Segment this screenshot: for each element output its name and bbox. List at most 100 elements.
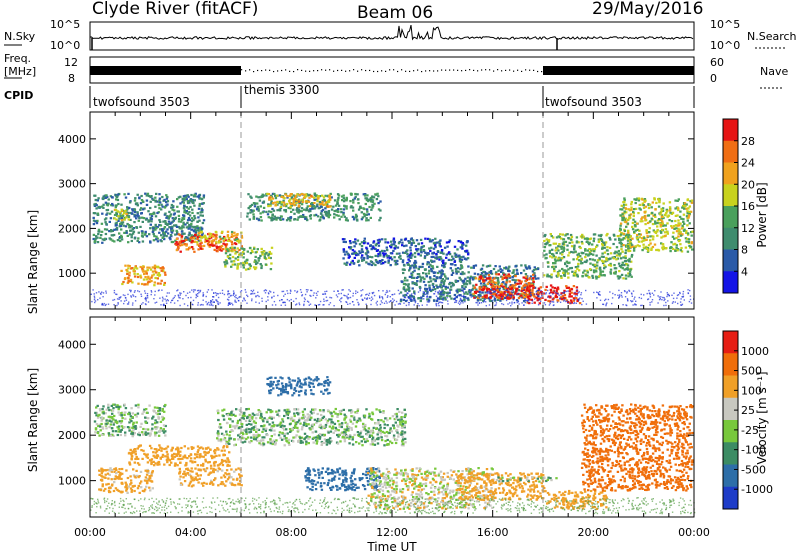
velocity-colorbar-tick-label: 100 bbox=[741, 384, 762, 397]
nave-dot bbox=[501, 70, 503, 72]
ytick-label: 2000 bbox=[58, 222, 86, 235]
velocity-colorbar-swatch bbox=[723, 397, 738, 421]
cpid-row bbox=[89, 86, 695, 108]
ytick-label: 2000 bbox=[58, 429, 86, 442]
nave-tick-top: 60 bbox=[710, 56, 724, 69]
freq-tick-bottom: 8 bbox=[68, 72, 75, 85]
nave-dot bbox=[533, 69, 535, 71]
power-colorbar-tick-label: 12 bbox=[741, 222, 755, 235]
nave-dot bbox=[241, 69, 243, 71]
power-colorbar-tick-label: 20 bbox=[741, 178, 755, 191]
power-colorbar-swatch bbox=[723, 227, 738, 250]
nave-dot bbox=[529, 69, 531, 71]
nave-label: Nave bbox=[760, 65, 788, 78]
nave-dot bbox=[473, 69, 475, 71]
nave-dot bbox=[333, 70, 335, 72]
axis-ticks: 1000 2000 3000 4000 1000 2000 3000 4000 00:00 04:… bbox=[58, 112, 710, 539]
nave-dot bbox=[517, 69, 519, 71]
xaxis-label: Time UT bbox=[366, 540, 417, 554]
velocity-region-3 bbox=[178, 467, 243, 488]
power-colorbar-tick-label: 8 bbox=[741, 244, 748, 257]
nave-dot bbox=[513, 70, 515, 72]
nave-dot bbox=[297, 69, 299, 71]
cpid-segment-1: twofsound 3503 bbox=[93, 95, 190, 109]
nave-dot bbox=[273, 70, 275, 73]
nave-dot bbox=[321, 69, 323, 71]
xtick-label: 16:00 bbox=[477, 526, 509, 539]
nave-dot bbox=[293, 70, 295, 73]
velocity-region-5 bbox=[266, 376, 332, 397]
power-colorbar-tick-label: 28 bbox=[741, 135, 755, 148]
power-colorbar-swatch bbox=[723, 119, 738, 142]
power-colorbar-swatch bbox=[723, 249, 738, 272]
freq-nave-panel bbox=[4, 56, 782, 89]
velocity-region-11 bbox=[580, 403, 694, 492]
freq-block bbox=[90, 66, 241, 75]
nave-dot bbox=[377, 70, 379, 73]
nave-dot bbox=[481, 69, 483, 71]
ytick-label: 1000 bbox=[58, 267, 86, 280]
nave-dot bbox=[365, 69, 367, 72]
power-colorbar-label: Power [dB] bbox=[755, 182, 769, 247]
colorbars: 4 8 12 16 20 24 28 1000 500 100 25 -25 -100 -500 -1000 bbox=[722, 118, 773, 510]
power-ground-scatter bbox=[90, 289, 695, 307]
nave-dot bbox=[485, 69, 487, 71]
power-colorbar-swatch bbox=[723, 184, 738, 207]
nave-dot bbox=[437, 70, 439, 72]
velocity-ylabel: Slant Range [km] bbox=[26, 368, 40, 472]
nave-dot bbox=[397, 70, 399, 73]
nave-dot bbox=[493, 70, 495, 72]
nave-dot bbox=[417, 69, 419, 71]
nave-dot bbox=[389, 69, 391, 71]
nave-dot bbox=[525, 69, 527, 71]
ytick-label: 4000 bbox=[58, 338, 86, 351]
nave-dot bbox=[461, 70, 463, 72]
velocity-region-9 bbox=[495, 476, 558, 483]
velocity-colorbar-tick-label: 500 bbox=[741, 365, 762, 378]
nave-dot bbox=[405, 70, 407, 72]
nave-dot bbox=[265, 69, 267, 71]
xtick-label: 00:00 bbox=[678, 526, 710, 539]
nave-tick-bottom: 0 bbox=[710, 72, 717, 85]
velocity-marks bbox=[90, 317, 696, 517]
nave-dot bbox=[249, 69, 251, 71]
noise-tick-left-top: 10^5 bbox=[50, 18, 80, 31]
nave-dot bbox=[509, 69, 511, 71]
velocity-colorbar-label: Velocity [m s⁻¹] bbox=[755, 371, 769, 464]
power-region-8 bbox=[341, 237, 470, 267]
velocity-colorbar-swatch bbox=[723, 442, 738, 465]
noise-tick-left-bottom: 10^0 bbox=[50, 39, 80, 52]
nave-dot bbox=[353, 69, 355, 71]
xtick-label: 12:00 bbox=[376, 526, 408, 539]
power-colorbar-tick-label: 16 bbox=[741, 200, 755, 213]
nave-dot bbox=[305, 70, 307, 72]
noise-tick-right-bottom: 10^0 bbox=[710, 39, 740, 52]
nave-dot bbox=[393, 69, 395, 71]
nave-dot bbox=[421, 70, 423, 73]
nave-dot bbox=[497, 69, 499, 71]
velocity-colorbar-swatch bbox=[723, 331, 738, 354]
velocity-region-4 bbox=[216, 407, 407, 447]
nave-dot bbox=[337, 69, 339, 72]
power-colorbar-swatch bbox=[723, 271, 738, 294]
station-title: Clyde River (fitACF) bbox=[92, 0, 258, 19]
xtick-label: 08:00 bbox=[275, 526, 307, 539]
velocity-panel bbox=[89, 316, 696, 518]
nave-dot bbox=[285, 69, 287, 71]
nave-dot bbox=[381, 70, 383, 72]
velocity-colorbar-frame bbox=[722, 330, 739, 510]
xtick-label: 00:00 bbox=[74, 526, 106, 539]
nave-dot bbox=[269, 69, 271, 71]
velocity-colorbar-tick-label: -25 bbox=[741, 424, 759, 437]
nave-dot bbox=[349, 70, 351, 72]
velocity-colorbar-swatch bbox=[723, 353, 738, 376]
ytick-label: 1000 bbox=[58, 475, 86, 488]
nave-dot bbox=[317, 69, 319, 72]
nave-dot bbox=[301, 69, 303, 72]
velocity-colorbar-tick-label: 25 bbox=[741, 404, 755, 417]
nave-dot bbox=[425, 70, 427, 72]
noise-panel bbox=[4, 21, 785, 51]
velocity-colorbar-swatch bbox=[723, 486, 738, 510]
beam-title: Beam 06 bbox=[357, 3, 433, 23]
